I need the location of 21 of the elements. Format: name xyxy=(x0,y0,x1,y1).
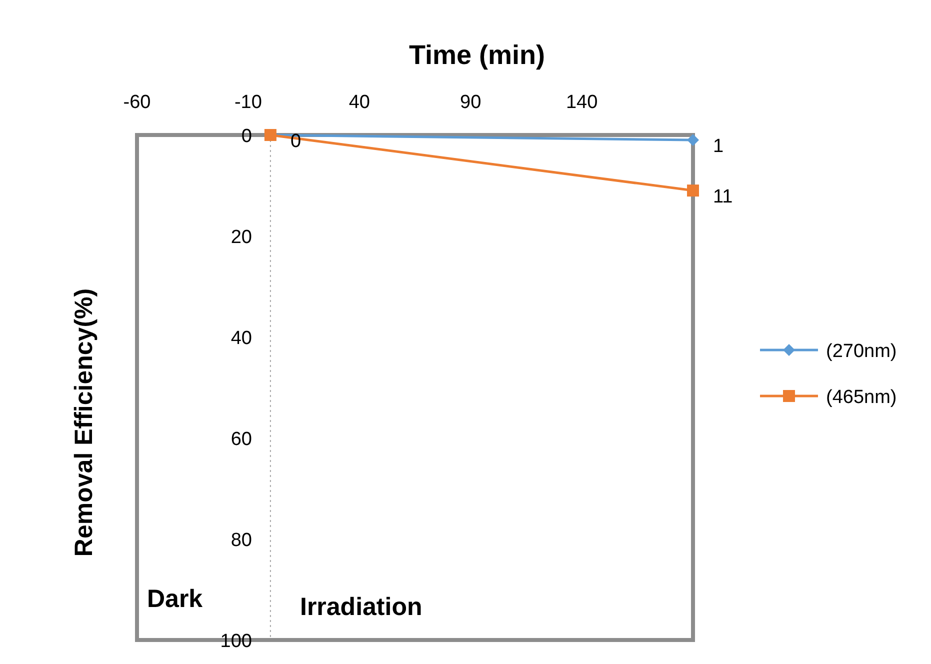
point xyxy=(687,184,699,197)
x-tick-label: -60 xyxy=(123,92,151,113)
x-tick-label: 90 xyxy=(460,92,482,113)
x-tick-label: 40 xyxy=(348,92,370,113)
data-label: 1 xyxy=(713,136,724,158)
annotation: Irradiation xyxy=(300,593,422,621)
y-axis-title: Removal Efficiency(%) xyxy=(70,288,98,557)
x-axis-title: Time (min) xyxy=(408,40,546,70)
y-tick-label: 40 xyxy=(230,328,252,349)
y-tick-label: 20 xyxy=(230,227,252,248)
y-tick-label: 0 xyxy=(241,126,252,147)
annotation: Dark xyxy=(147,585,203,613)
y-tick-label: 100 xyxy=(220,631,252,652)
y-tick-label: 60 xyxy=(230,429,252,450)
y-tick-label: 80 xyxy=(230,530,252,551)
x-tick-label: -10 xyxy=(234,92,262,113)
data-label: 11 xyxy=(713,186,733,208)
point xyxy=(687,134,699,146)
legend-label: (270nm) xyxy=(826,341,897,362)
legend-label: (465nm) xyxy=(826,387,897,408)
x-tick-label: 140 xyxy=(566,92,598,113)
